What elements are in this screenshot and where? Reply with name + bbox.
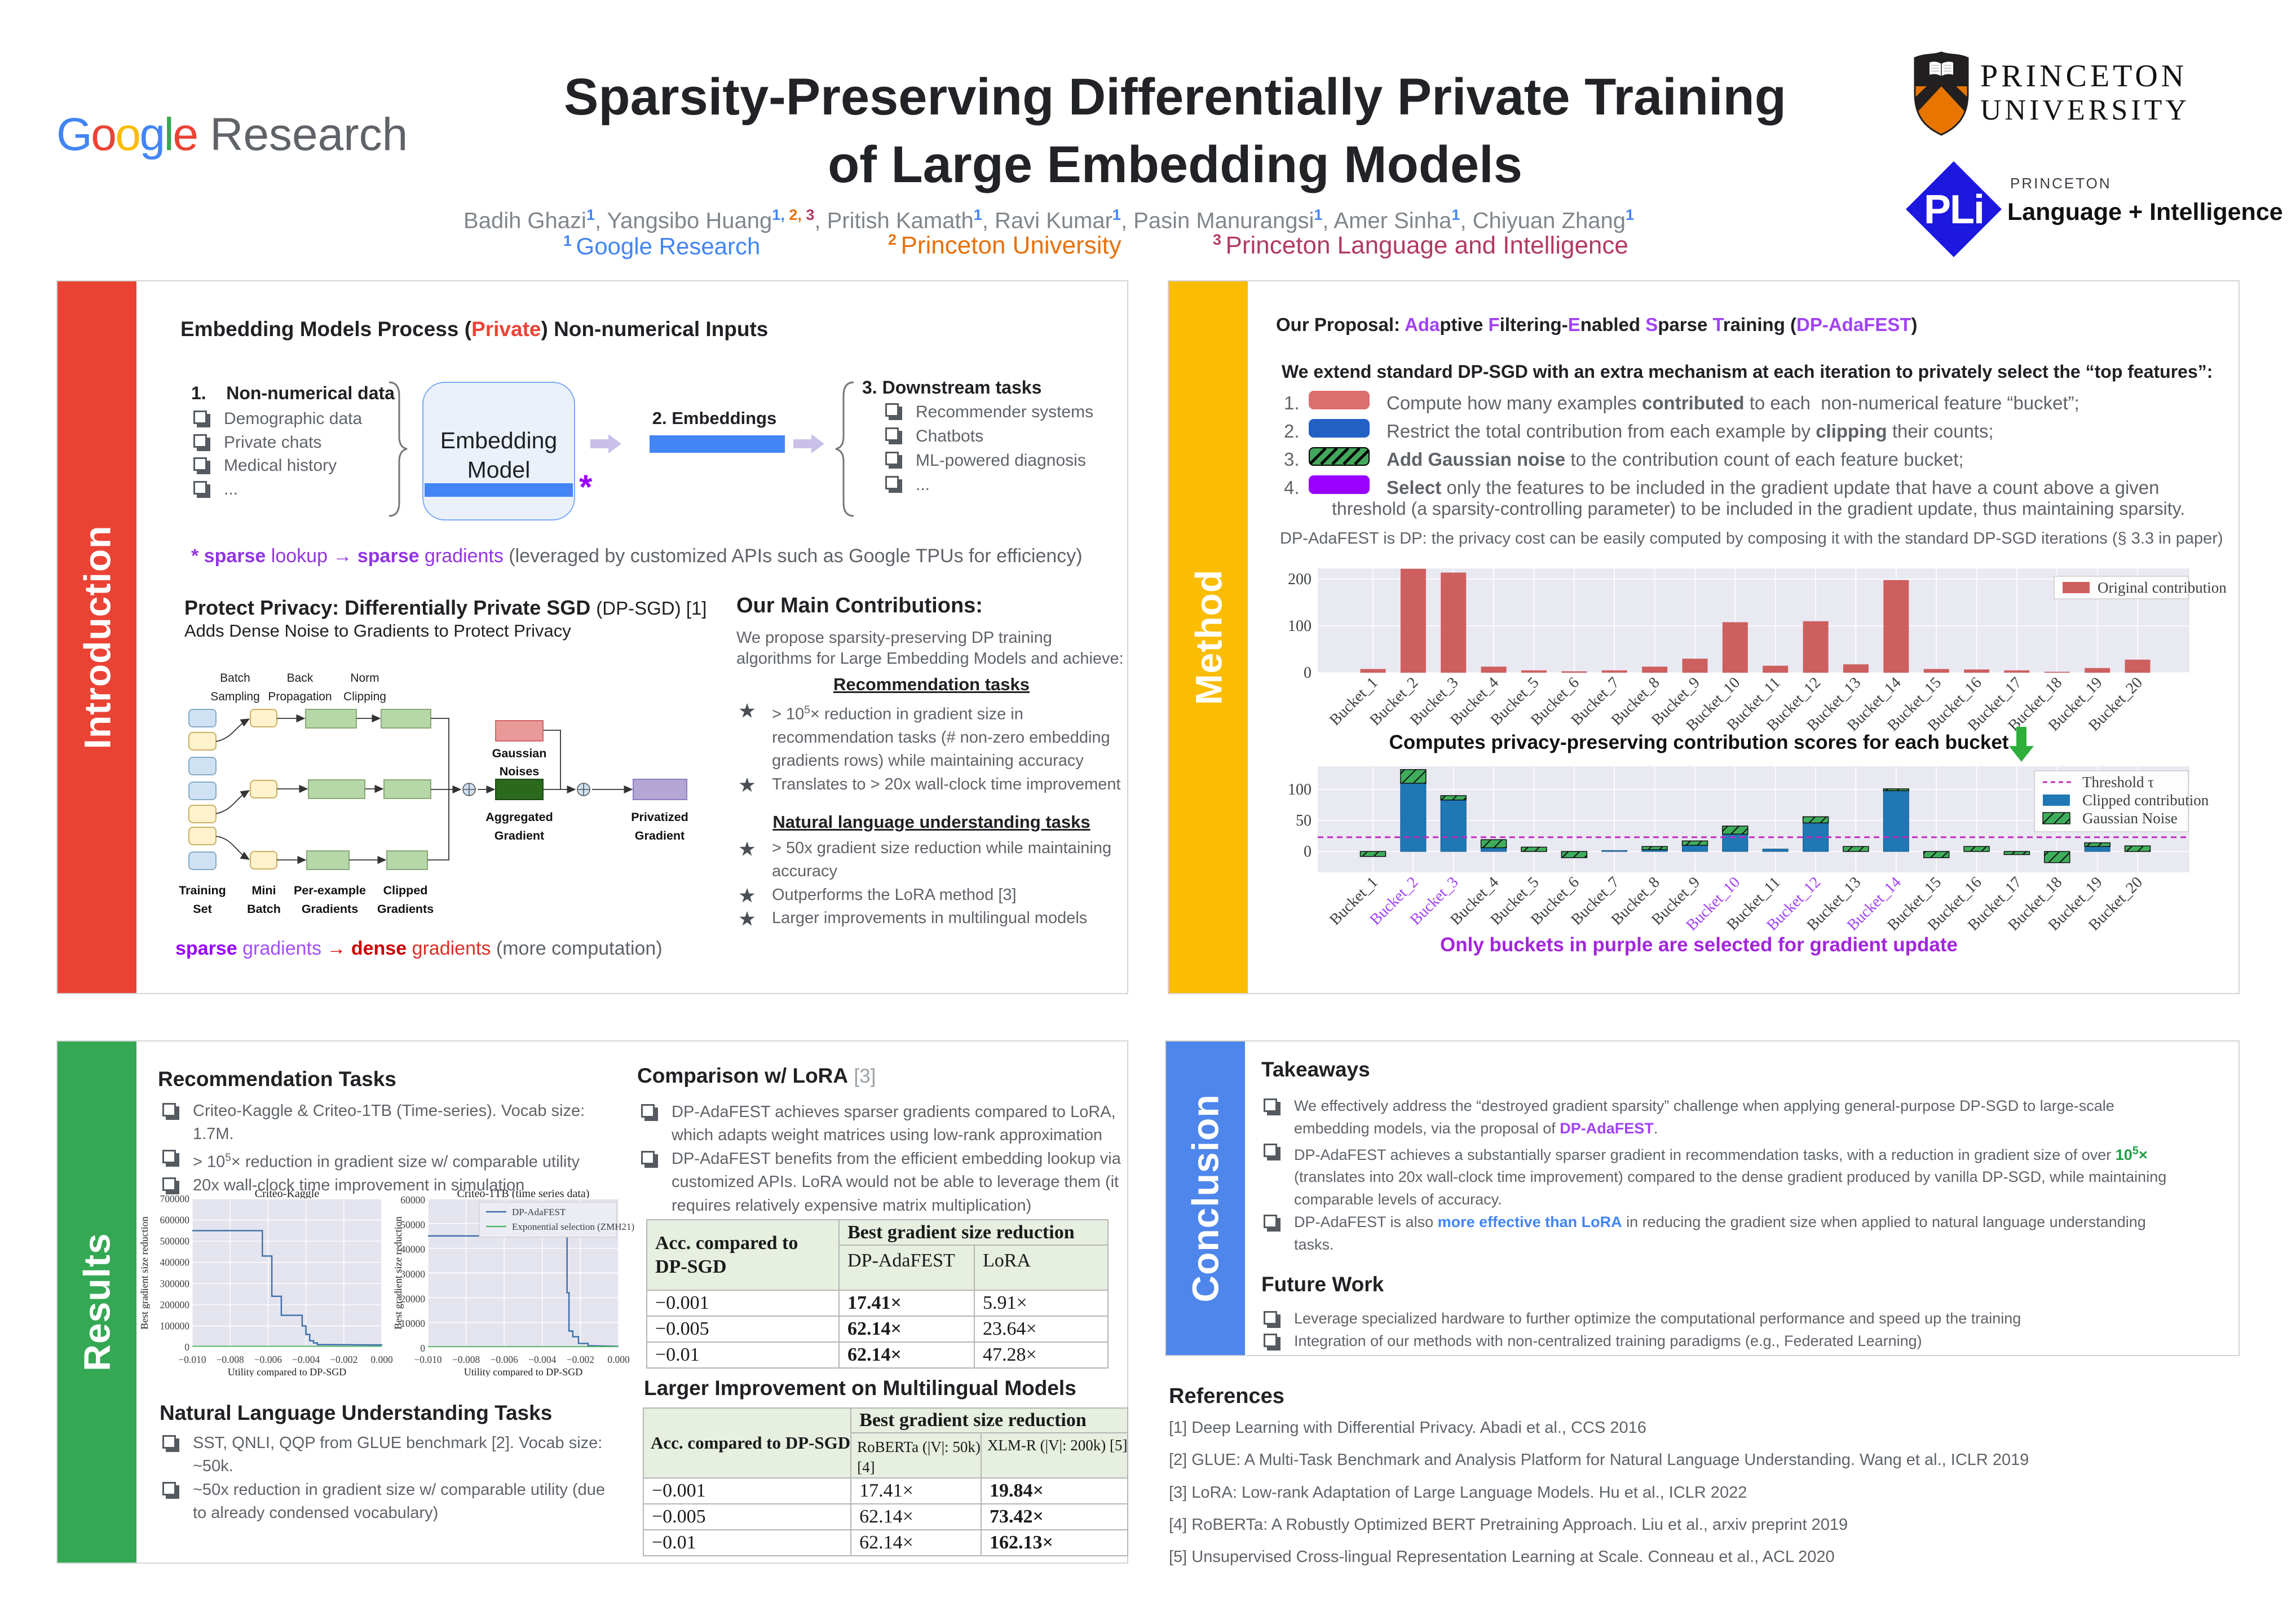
- svg-text:−0.010: −0.010: [178, 1354, 206, 1365]
- svg-text:700000: 700000: [160, 1193, 190, 1204]
- svg-text:40000: 40000: [400, 1244, 425, 1255]
- svg-text:0.000: 0.000: [607, 1354, 630, 1365]
- svg-text:Norm: Norm: [350, 672, 379, 685]
- svg-text:50: 50: [1296, 812, 1312, 829]
- svg-text:−0.002: −0.002: [567, 1354, 594, 1365]
- svg-text:Batch: Batch: [247, 902, 281, 916]
- svg-text:Privatized: Privatized: [631, 810, 688, 824]
- svg-text:−0.004: −0.004: [292, 1354, 320, 1365]
- svg-text:Gradients: Gradients: [377, 902, 434, 916]
- svg-text:0: 0: [184, 1341, 189, 1353]
- svg-text:−0.008: −0.008: [217, 1354, 244, 1365]
- svg-text:−0.002: −0.002: [330, 1354, 357, 1365]
- svg-text:Gaussian: Gaussian: [492, 747, 547, 760]
- svg-text:DP-AdaFEST: DP-AdaFEST: [512, 1207, 566, 1217]
- svg-text:Sampling: Sampling: [210, 690, 260, 703]
- svg-text:400000: 400000: [160, 1257, 190, 1268]
- svg-text:Criteo-1TB (time series data): Criteo-1TB (time series data): [457, 1188, 590, 1200]
- svg-text:60000: 60000: [400, 1194, 425, 1206]
- svg-text:500000: 500000: [160, 1235, 190, 1247]
- svg-text:−0.008: −0.008: [452, 1354, 480, 1365]
- svg-text:Original contribution: Original contribution: [2098, 579, 2227, 596]
- svg-text:100: 100: [1288, 781, 1312, 798]
- svg-text:Mini: Mini: [252, 884, 276, 897]
- svg-text:200000: 200000: [160, 1299, 190, 1310]
- svg-text:Gradient: Gradient: [635, 829, 685, 842]
- svg-text:Gradients: Gradients: [302, 902, 358, 916]
- svg-text:Criteo-Kaggle: Criteo-Kaggle: [255, 1188, 320, 1200]
- svg-text:30000: 30000: [400, 1269, 425, 1280]
- svg-text:0: 0: [1304, 664, 1312, 682]
- svg-text:−0.006: −0.006: [254, 1354, 282, 1365]
- svg-text:200: 200: [1288, 571, 1312, 588]
- svg-text:−0.004: −0.004: [528, 1354, 556, 1365]
- svg-text:Gaussian Noise: Gaussian Noise: [2082, 810, 2178, 827]
- svg-text:Clipped: Clipped: [383, 884, 428, 897]
- svg-text:Back: Back: [287, 672, 314, 685]
- svg-text:300000: 300000: [160, 1278, 190, 1289]
- svg-text:Best gradient size reduction: Best gradient size reduction: [392, 1216, 404, 1329]
- svg-text:Exponential selection (ZMH21): Exponential selection (ZMH21): [512, 1221, 634, 1232]
- svg-text:20000: 20000: [400, 1293, 425, 1304]
- svg-text:Utility compared to DP-SGD: Utility compared to DP-SGD: [464, 1366, 582, 1377]
- svg-text:Best gradient size reduction: Best gradient size reduction: [139, 1216, 150, 1329]
- svg-text:−0.010: −0.010: [414, 1354, 441, 1365]
- svg-text:Gradient: Gradient: [494, 829, 544, 842]
- svg-text:Clipping: Clipping: [343, 690, 386, 703]
- svg-text:Utility compared to DP-SGD: Utility compared to DP-SGD: [228, 1366, 346, 1377]
- svg-text:Training: Training: [179, 884, 226, 897]
- svg-text:Clipped contribution: Clipped contribution: [2082, 792, 2209, 809]
- svg-text:0.000: 0.000: [370, 1354, 393, 1365]
- svg-text:100: 100: [1288, 617, 1312, 635]
- svg-text:Set: Set: [193, 902, 211, 916]
- svg-text:10000: 10000: [400, 1318, 425, 1329]
- svg-text:Batch: Batch: [220, 672, 250, 685]
- svg-text:100000: 100000: [160, 1320, 190, 1331]
- svg-text:50000: 50000: [400, 1219, 425, 1230]
- svg-text:0: 0: [420, 1343, 425, 1354]
- svg-text:−0.006: −0.006: [491, 1354, 518, 1365]
- svg-text:0: 0: [1304, 843, 1312, 860]
- svg-text:PLi: PLi: [1924, 187, 1984, 232]
- svg-text:600000: 600000: [160, 1215, 190, 1226]
- svg-text:Noises: Noises: [500, 765, 540, 778]
- svg-text:Threshold τ: Threshold τ: [2082, 774, 2154, 791]
- svg-text:Aggregated: Aggregated: [485, 810, 553, 824]
- svg-text:Propagation: Propagation: [268, 690, 332, 703]
- svg-text:Per-example: Per-example: [294, 884, 366, 897]
